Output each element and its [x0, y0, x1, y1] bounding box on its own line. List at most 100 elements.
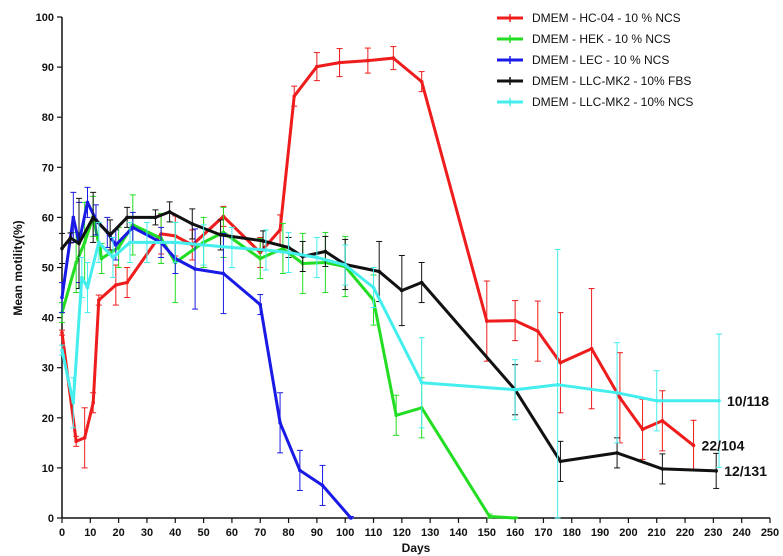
data-point [349, 516, 353, 520]
legend-item: DMEM - HC-04 - 10 % NCS [497, 11, 681, 25]
y-tick-label: 70 [42, 162, 54, 174]
data-point [366, 58, 370, 63]
x-tick-label: 200 [619, 527, 637, 539]
data-point [513, 318, 517, 323]
data-point [513, 387, 517, 392]
data-point [400, 288, 404, 293]
data-point [315, 64, 319, 69]
y-tick-label: 80 [42, 112, 54, 124]
series-group [59, 186, 354, 520]
data-point [114, 243, 118, 247]
data-point [108, 233, 112, 237]
data-point [80, 275, 84, 280]
series-layer [59, 46, 723, 520]
data-point [71, 215, 76, 220]
data-point [513, 516, 517, 520]
legend-label: DMEM - LLC-MK2 - 10% FBS [532, 74, 691, 88]
data-point [558, 459, 563, 464]
data-point [153, 215, 158, 220]
data-point [555, 382, 560, 387]
x-tick-label: 80 [282, 527, 294, 539]
y-ticks: 0 10 20 30 40 50 60 70 80 90 100 [36, 12, 62, 525]
data-point [99, 256, 104, 261]
data-point [60, 295, 64, 300]
data-point [145, 240, 149, 245]
x-tick-label: 240 [733, 527, 751, 539]
data-point [419, 380, 424, 385]
data-point [286, 250, 291, 255]
data-point [615, 390, 619, 395]
data-point [419, 79, 424, 84]
x-tick-label: 150 [478, 527, 496, 539]
data-point [278, 228, 282, 232]
data-point [640, 427, 645, 432]
x-tick-label: 250 [761, 527, 779, 539]
data-point [60, 330, 64, 335]
series-group [59, 46, 697, 471]
x-tick-label: 60 [226, 527, 238, 539]
data-point [97, 240, 101, 245]
data-point [691, 443, 696, 448]
x-tick-label: 190 [591, 527, 609, 539]
y-tick-label: 40 [42, 313, 54, 325]
data-point [167, 210, 172, 214]
data-point [535, 329, 540, 333]
data-point [91, 400, 95, 405]
data-point [261, 239, 265, 243]
x-tick-label: 100 [336, 527, 354, 539]
data-point [485, 319, 489, 323]
end-label: 22/104 [702, 437, 745, 453]
data-point [82, 240, 87, 245]
data-point [714, 469, 718, 473]
series-line [60, 56, 695, 447]
data-point [74, 260, 78, 265]
data-point [173, 240, 178, 245]
data-point [394, 413, 398, 418]
series-line [60, 210, 718, 473]
legend: DMEM - HC-04 - 10 % NCS DMEM - HEK - 10 %… [497, 11, 693, 109]
x-axis-label: Days [402, 541, 431, 555]
x-tick-label: 180 [563, 527, 581, 539]
legend-item: DMEM - LLC-MK2 - 10% NCS [497, 95, 693, 109]
data-point [377, 269, 381, 274]
x-tick-label: 160 [506, 527, 524, 539]
data-point [618, 395, 622, 400]
y-tick-label: 100 [36, 12, 54, 24]
y-tick-label: 60 [42, 212, 54, 224]
data-point [85, 285, 90, 290]
legend-label: DMEM - HC-04 - 10 % NCS [532, 11, 681, 25]
data-point [717, 398, 721, 403]
data-point [125, 215, 129, 220]
data-point [343, 263, 348, 267]
data-point [654, 398, 659, 403]
x-tick-label: 210 [648, 527, 666, 539]
data-point [60, 348, 64, 352]
x-tick-label: 20 [113, 527, 125, 539]
x-tick-label: 30 [141, 527, 153, 539]
data-point [258, 256, 263, 261]
data-point [201, 243, 206, 247]
data-point [97, 298, 101, 302]
end-labels: 22/104 12/131 10/118 [702, 393, 770, 479]
data-point [323, 249, 328, 254]
data-point [114, 283, 118, 287]
legend-label: DMEM - LLC-MK2 - 10% NCS [532, 95, 693, 109]
data-point [337, 60, 342, 65]
y-tick-label: 30 [42, 363, 54, 375]
x-tick-label: 90 [311, 527, 323, 539]
y-axis-label: Mean motility(%) [11, 220, 25, 315]
legend-item: DMEM - LLC-MK2 - 10% FBS [497, 74, 691, 88]
x-tick-label: 10 [84, 527, 96, 539]
x-tick-label: 130 [421, 527, 439, 539]
data-point [589, 346, 594, 351]
data-point [82, 436, 87, 440]
data-point [264, 248, 268, 252]
data-point [218, 233, 223, 237]
data-point [391, 56, 396, 60]
data-point [85, 200, 90, 205]
data-point [77, 241, 81, 246]
data-point [558, 360, 563, 365]
data-point [71, 400, 76, 405]
x-tick-label: 0 [59, 527, 65, 539]
data-point [320, 483, 325, 488]
